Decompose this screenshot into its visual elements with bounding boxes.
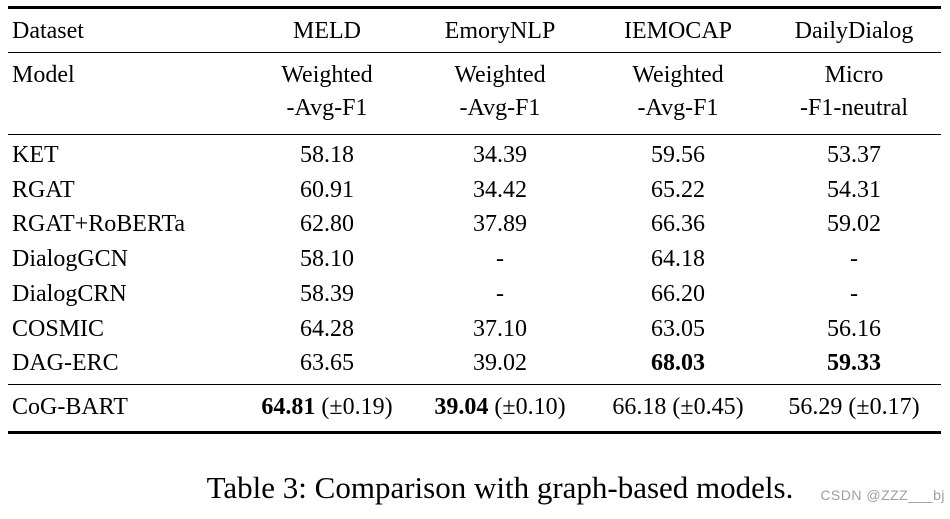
dataset-name-dailydialog: DailyDialog — [767, 7, 941, 53]
model-label: Model — [8, 52, 243, 135]
metric-value-with-error: 64.81 (±0.19) — [243, 383, 411, 433]
table-row-ket: KET 58.18 34.39 59.56 53.37 — [8, 135, 941, 173]
dataset-name-emorynlp: EmoryNLP — [411, 7, 589, 53]
table-row-dag-erc: DAG-ERC 63.65 39.02 68.03 59.33 — [8, 346, 941, 384]
metric-value-best: 64.81 — [261, 393, 316, 420]
metric-value: 54.31 — [827, 176, 881, 203]
table-row-dialogcrn: DialogCRN 58.39 - 66.20 - — [8, 277, 941, 312]
metric-line1: Weighted — [454, 62, 546, 88]
metric-error: (±0.17) — [848, 393, 920, 420]
metric-value: 59.02 — [827, 211, 881, 238]
metric-value: 56.29 — [788, 393, 843, 420]
metric-value: 62.80 — [300, 211, 354, 238]
metric-emorynlp: Weighted -Avg-F1 — [411, 52, 589, 135]
metric-value: 66.18 — [612, 393, 667, 420]
metric-value: 34.39 — [473, 142, 527, 168]
table-row-rgat: RGAT 60.91 34.42 65.22 54.31 — [8, 173, 941, 208]
table-caption: Table 3: Comparison with graph-based mod… — [206, 470, 794, 505]
model-name: DialogGCN — [12, 246, 128, 273]
model-name: DAG-ERC — [12, 350, 119, 377]
metric-value: 63.65 — [300, 350, 354, 377]
metric-value-best: 59.33 — [827, 350, 881, 377]
metric-line1: Weighted — [632, 62, 724, 88]
metric-value: 58.39 — [300, 280, 354, 307]
table-row-cog-bart: CoG-BART 64.81 (±0.19) 39.04 (±0.10) 66.… — [8, 383, 941, 433]
metric-value: 66.36 — [651, 211, 705, 238]
metric-value: 59.56 — [651, 142, 705, 168]
metric-line2: -Avg-F1 — [637, 95, 719, 121]
metric-meld: Weighted -Avg-F1 — [243, 52, 411, 135]
dataset-name-meld: MELD — [243, 7, 411, 53]
metric-error: (±0.10) — [494, 393, 566, 420]
metric-header-row: Model Weighted -Avg-F1 Weighted -Avg-F1 … — [8, 52, 941, 135]
metric-value-with-error: 66.18 (±0.45) — [589, 383, 767, 433]
metric-value: 66.20 — [651, 280, 705, 307]
model-name: CoG-BART — [8, 383, 243, 433]
table-row-dialoggcn: DialogGCN 58.10 - 64.18 - — [8, 242, 941, 277]
metric-line2: -Avg-F1 — [459, 95, 541, 121]
results-table: Dataset MELD EmoryNLP IEMOCAP DailyDialo… — [8, 6, 941, 434]
metric-value: - — [496, 280, 504, 307]
metric-value: - — [496, 246, 504, 273]
metric-value: 37.89 — [473, 211, 527, 238]
metric-value: 58.18 — [300, 142, 354, 168]
metric-value: 53.37 — [827, 142, 881, 168]
metric-error: (±0.45) — [672, 393, 744, 420]
metric-value-best: 68.03 — [651, 350, 705, 377]
metric-value: 37.10 — [473, 315, 527, 342]
metric-value: 60.91 — [300, 176, 354, 203]
metric-value: 63.05 — [651, 315, 705, 342]
metric-value: 58.10 — [300, 246, 354, 273]
metric-value: - — [850, 280, 858, 307]
table-row-cosmic: COSMIC 64.28 37.10 63.05 56.16 — [8, 312, 941, 347]
metric-line1: Weighted — [281, 62, 373, 88]
metric-value-best: 39.04 — [434, 393, 489, 420]
model-name: DialogCRN — [12, 280, 127, 307]
metric-value: 39.02 — [473, 350, 527, 377]
metric-error: (±0.19) — [321, 393, 393, 420]
dataset-name-iemocap: IEMOCAP — [589, 7, 767, 53]
metric-line2: -Avg-F1 — [286, 95, 368, 121]
metric-value: 56.16 — [827, 315, 881, 342]
metric-value-with-error: 56.29 (±0.17) — [767, 383, 941, 433]
metric-value: 64.28 — [300, 315, 354, 342]
model-name: RGAT — [12, 176, 75, 203]
table-row-rgat-roberta: RGAT+RoBERTa 62.80 37.89 66.36 59.02 — [8, 207, 941, 242]
metric-value: 65.22 — [651, 176, 705, 203]
dataset-label: Dataset — [8, 7, 243, 53]
metric-line1: Micro — [824, 62, 884, 88]
metric-value: 34.42 — [473, 176, 527, 203]
model-name: KET — [12, 142, 59, 168]
model-name: COSMIC — [12, 315, 105, 342]
metric-value: - — [850, 246, 858, 273]
dataset-header-row: Dataset MELD EmoryNLP IEMOCAP DailyDialo… — [8, 7, 941, 53]
metric-value: 64.18 — [651, 246, 705, 273]
metric-dailydialog: Micro -F1-neutral — [767, 52, 941, 135]
model-name: RGAT+RoBERTa — [12, 211, 186, 238]
metric-line2: -F1-neutral — [800, 95, 908, 121]
csdn-watermark: CSDN @ZZZ___bj — [820, 487, 945, 503]
metric-value-with-error: 39.04 (±0.10) — [411, 383, 589, 433]
metric-iemocap: Weighted -Avg-F1 — [589, 52, 767, 135]
